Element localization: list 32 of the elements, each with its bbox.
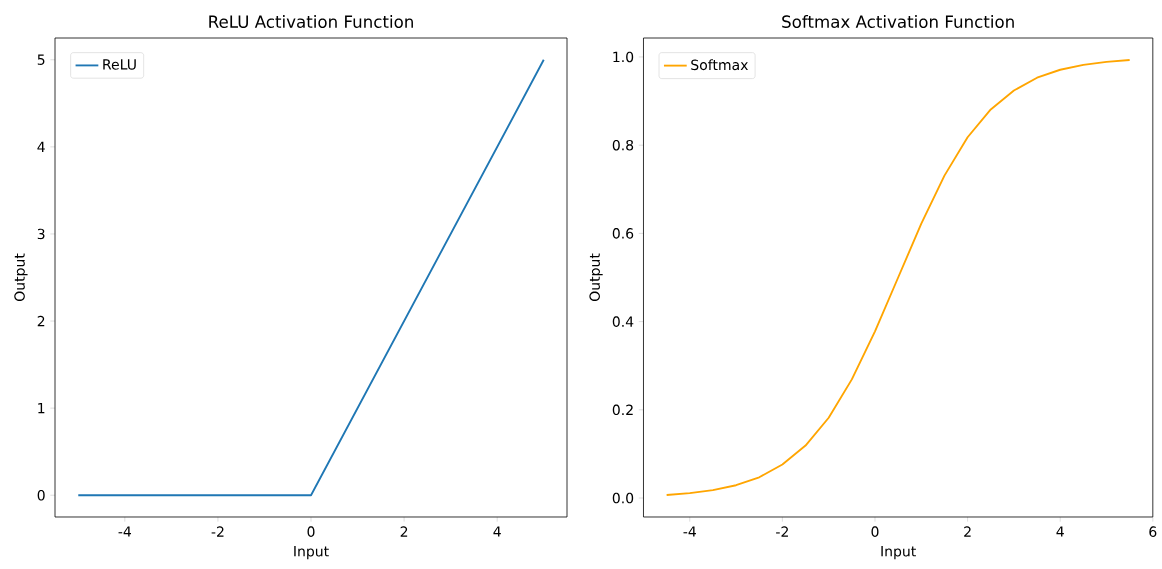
y-tick-label: 0.2 <box>612 404 633 416</box>
y-tick-label: 1.0 <box>613 51 634 63</box>
x-tick-label: 4 <box>1056 526 1064 537</box>
x-tick-label: 2 <box>400 526 408 537</box>
x-tick-label: -2 <box>211 526 224 537</box>
y-tick-label: 0.0 <box>612 492 634 504</box>
y-axis-title: Output <box>14 253 28 302</box>
x-axis-title: Input <box>881 546 916 560</box>
x-tick-label: 2 <box>964 526 971 537</box>
y-tick-label: 0.4 <box>612 316 634 327</box>
y-tick-label: 0.8 <box>612 139 634 151</box>
y-tick-label: 2 <box>37 315 45 327</box>
x-tick-label: 0 <box>871 526 879 537</box>
line-series <box>665 59 1131 496</box>
legend-label: Softmax <box>691 59 748 71</box>
y-tick-label: 5 <box>37 54 45 65</box>
y-tick-label: 4 <box>37 141 45 152</box>
y-axis-title: Output <box>589 253 603 302</box>
y-tick-label: 0.6 <box>612 228 634 239</box>
x-axis-title: Input <box>294 546 329 560</box>
y-tick-label: 3 <box>37 228 45 240</box>
y-tick-label: 0 <box>37 489 45 501</box>
legend-label: ReLU <box>103 59 136 70</box>
x-tick-label: 4 <box>493 526 501 537</box>
x-tick-label: 6 <box>1149 526 1157 537</box>
x-tick-label: -2 <box>776 526 788 537</box>
x-tick-label: -4 <box>118 526 132 537</box>
x-tick-label: 0 <box>307 526 315 537</box>
x-tick-label: -4 <box>683 526 696 537</box>
chart-title: ReLU Activation Function <box>209 15 413 28</box>
y-tick-label: 1 <box>38 403 45 414</box>
chart-title: Softmax Activation Function <box>782 15 1014 28</box>
